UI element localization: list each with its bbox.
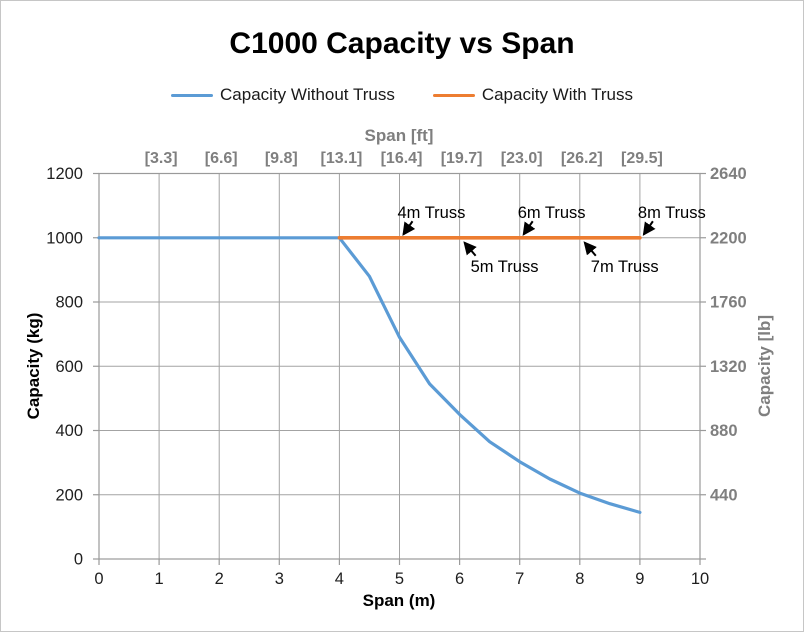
annotation-label: 6m Truss: [518, 204, 586, 222]
legend: Capacity Without Truss Capacity With Tru…: [1, 85, 803, 105]
x-tick-label: 10: [691, 570, 709, 588]
y-tick-label: 200: [55, 486, 83, 504]
annotation-arrow: [583, 241, 597, 257]
top-tick-label: [23.0]: [501, 150, 543, 167]
annotation-arrow: [402, 220, 416, 236]
top-tick-label: [16.4]: [381, 150, 423, 167]
x-tick-label: 1: [155, 570, 164, 588]
y-tick-label: 800: [55, 294, 83, 312]
right-tick-label: 2200: [710, 229, 747, 247]
annotation-arrow: [463, 241, 477, 257]
legend-line-swatch-orange: [432, 93, 475, 97]
y-tick-label: 600: [55, 358, 83, 376]
x-tick-label: 0: [94, 570, 103, 588]
top-tick-label: [19.7]: [441, 150, 483, 167]
right-axis-title: Capacity [lb]: [755, 314, 774, 418]
right-tick-label: 2640: [710, 165, 747, 183]
axis-tick-labels: 0 1 2 3 4 5 6 7 8 9 10 0 200 400 600 800 1000 1200 440 880 1…: [46, 150, 746, 588]
top-tick-label: [29.5]: [621, 150, 663, 167]
y-tick-label: 1000: [46, 229, 83, 247]
y-tick-label: 1200: [46, 165, 83, 183]
annotation-label: 8m Truss: [638, 204, 706, 222]
right-tick-label: 440: [710, 486, 738, 504]
bottom-axis-title: Span (m): [362, 591, 436, 610]
legend-line-swatch-blue: [171, 93, 214, 97]
annotations: 4m Truss 5m Truss 6m Truss 7m Truss 8m Truss: [398, 204, 706, 276]
y-tick-label: 0: [74, 551, 83, 569]
top-tick-label: [13.1]: [321, 150, 363, 167]
right-tick-label: 1320: [710, 358, 747, 376]
x-tick-label: 2: [215, 570, 224, 588]
top-tick-label: [3.3]: [145, 150, 178, 167]
x-tick-label: 8: [575, 570, 584, 588]
x-tick-label: 7: [515, 570, 524, 588]
axis-tick-marks: [93, 172, 706, 565]
chart-title: C1000 Capacity vs Span: [229, 27, 575, 60]
annotation-label: 7m Truss: [591, 258, 659, 276]
right-tick-label: 880: [710, 422, 738, 440]
legend-label-capacity-without-truss: Capacity Without Truss: [220, 85, 395, 104]
gridlines: [98, 172, 701, 560]
series-lines: [97, 236, 642, 514]
top-tick-label: [26.2]: [561, 150, 603, 167]
legend-item-capacity-with-truss: Capacity With Truss: [432, 85, 633, 105]
left-axis-title: Capacity (kg): [24, 312, 43, 420]
y-tick-label: 400: [55, 422, 83, 440]
legend-item-capacity-without-truss: Capacity Without Truss: [171, 85, 395, 105]
annotation-arrow: [522, 220, 536, 236]
series-line-capacity-without-truss: [97, 236, 642, 514]
top-axis-title: Span [ft]: [364, 126, 434, 145]
x-tick-label: 6: [455, 570, 464, 588]
top-tick-label: [9.8]: [265, 150, 298, 167]
right-tick-label: 1760: [710, 294, 747, 312]
legend-label-capacity-with-truss: Capacity With Truss: [481, 85, 633, 104]
annotation-label: 4m Truss: [398, 204, 466, 222]
x-tick-label: 5: [395, 570, 404, 588]
x-tick-label: 3: [275, 570, 284, 588]
x-tick-label: 9: [635, 570, 644, 588]
x-tick-label: 4: [335, 570, 344, 588]
top-tick-label: [6.6]: [205, 150, 238, 167]
annotation-arrow: [642, 220, 656, 236]
annotation-label: 5m Truss: [471, 258, 539, 276]
